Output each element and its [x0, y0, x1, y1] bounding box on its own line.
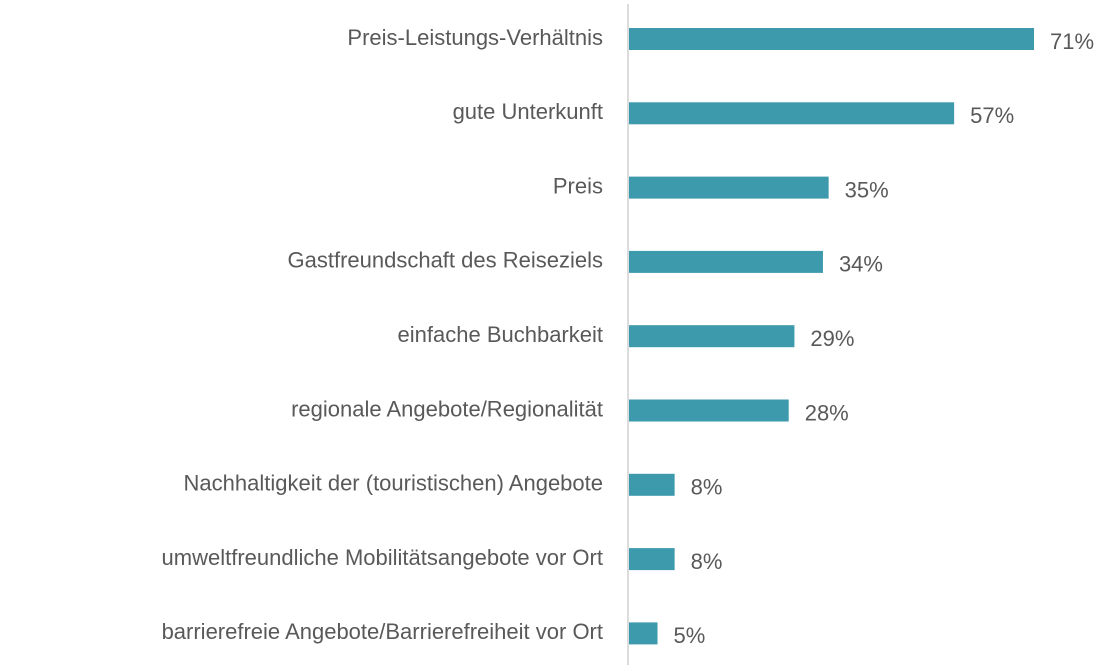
category-label: Gastfreundschaft des Reiseziels	[288, 248, 604, 273]
bar	[629, 399, 789, 422]
value-label: 5%	[674, 623, 706, 648]
value-label: 71%	[1050, 29, 1094, 54]
value-label: 35%	[845, 177, 889, 202]
bar	[629, 102, 955, 125]
category-label: Preis	[553, 173, 603, 198]
category-label: Nachhaltigkeit der (touristischen) Angeb…	[184, 471, 603, 496]
bar	[629, 250, 823, 273]
category-label: barrierefreie Angebote/Barrierefreiheit …	[162, 619, 603, 644]
category-label: umweltfreundliche Mobilitätsangebote vor…	[162, 545, 603, 570]
value-label: 8%	[691, 475, 723, 500]
value-label: 8%	[691, 549, 723, 574]
value-label: 34%	[839, 252, 883, 277]
category-label: einfache Buchbarkeit	[398, 322, 603, 347]
bar	[629, 176, 829, 199]
category-label: gute Unterkunft	[453, 99, 603, 124]
category-label: regionale Angebote/Regionalität	[291, 396, 603, 421]
category-label: Preis-Leistungs-Verhältnis	[347, 25, 603, 50]
value-label: 57%	[970, 103, 1014, 128]
bar	[629, 622, 658, 645]
bar	[629, 473, 675, 496]
bar	[629, 28, 1034, 50]
bar	[629, 325, 795, 348]
value-label: 28%	[805, 400, 849, 425]
bar	[629, 548, 675, 571]
value-label: 29%	[810, 326, 854, 351]
